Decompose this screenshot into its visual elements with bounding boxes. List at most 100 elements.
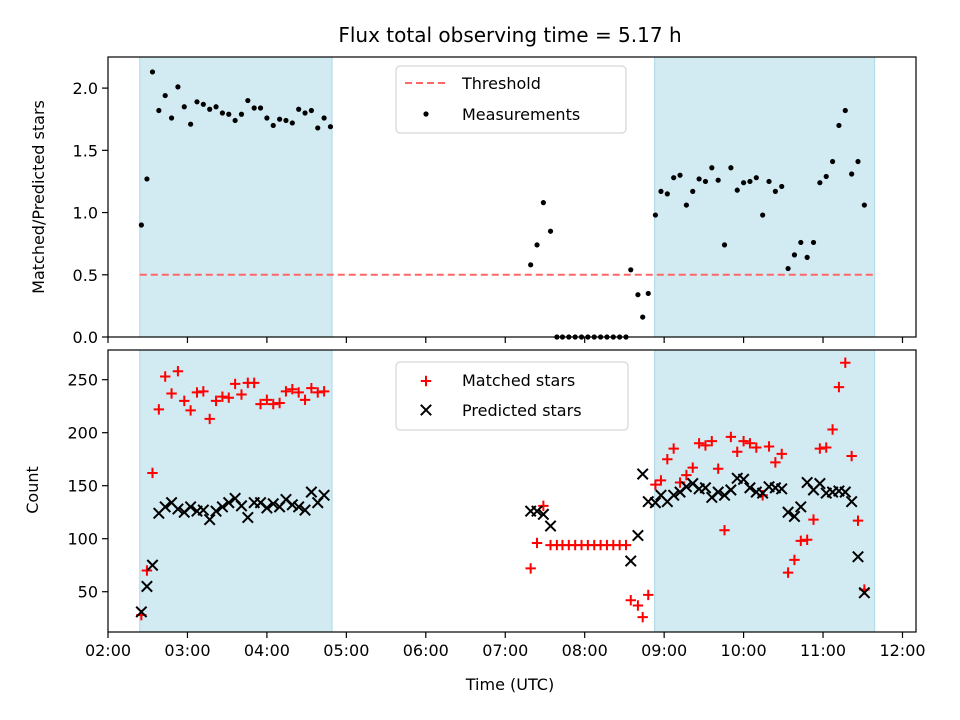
legend-matched-label: Matched stars — [462, 371, 575, 390]
measurement-point — [690, 188, 696, 194]
predicted-star-point — [636, 468, 649, 480]
measurement-point — [245, 97, 251, 104]
predicted-star-point — [632, 529, 644, 542]
predicted-star-point — [135, 605, 148, 618]
matched-star-point — [229, 378, 241, 390]
matched-star-point — [299, 394, 311, 406]
measurement-point — [734, 187, 740, 193]
matched-star-point — [712, 463, 724, 474]
predicted-star-point — [222, 496, 235, 509]
predicted-star-point — [813, 477, 826, 490]
measurement-point — [283, 117, 289, 124]
measurement-point — [823, 173, 829, 180]
measurement-point — [836, 122, 842, 129]
y-tick-label: 1.0 — [73, 204, 98, 223]
measurement-point — [257, 105, 264, 111]
matched-star-point — [763, 441, 775, 452]
matched-star-point — [204, 413, 215, 425]
matched-star-point — [210, 395, 222, 407]
predicted-star-point — [680, 480, 693, 493]
matched-star-point — [668, 443, 679, 454]
count-x-ticks: 02:00 03:00 04:00 05:00 06:00 07:00 08:00 09:00… — [85, 632, 926, 660]
measurement-point — [709, 165, 715, 171]
measurement-point — [715, 177, 721, 183]
predicted-star-point — [845, 495, 858, 508]
ratio-panel: 0.00.51.01.52.0 Matched/Predicted stars … — [29, 56, 917, 347]
measurement-point — [238, 111, 245, 117]
measurement-point — [207, 106, 213, 112]
matched-star-point — [531, 537, 543, 549]
matched-star-point — [732, 446, 743, 457]
legend-measurements-swatch — [423, 111, 429, 117]
matched-star-point — [808, 514, 819, 525]
legend-matched-swatch — [420, 375, 432, 387]
predicted-star-point — [775, 482, 788, 495]
measurement-point — [144, 176, 150, 182]
predicted-star-point — [305, 486, 318, 498]
matched-star-point — [650, 479, 661, 490]
observing-window-shading — [139, 56, 876, 338]
predicted-star-point — [292, 500, 305, 513]
predicted-star-point — [794, 500, 807, 513]
y-tick-label: 150 — [67, 477, 98, 496]
matched-star-point — [160, 371, 171, 382]
matched-star-point — [166, 388, 177, 399]
matched-star-point — [185, 405, 196, 416]
measurement-point — [315, 125, 321, 131]
predicted-star-point — [858, 586, 871, 599]
matched-star-point — [255, 398, 266, 410]
measurement-point — [277, 116, 283, 122]
y-tick-label: 250 — [67, 371, 98, 390]
predicted-star-point — [318, 489, 331, 502]
y-tick-label: 0.5 — [73, 266, 98, 285]
measurement-point — [779, 183, 785, 190]
matched-star-point — [751, 442, 762, 453]
predicted-star-point — [210, 505, 222, 518]
measurement-point — [270, 122, 276, 129]
matched-star-point — [687, 462, 698, 473]
measurement-point — [156, 107, 162, 114]
measurement-point — [175, 84, 181, 90]
measurement-point — [658, 188, 664, 194]
predicted-star-point — [839, 486, 852, 498]
predicted-star-point — [649, 496, 662, 509]
count-y-axis-label: Count — [23, 466, 42, 514]
matched-star-point — [827, 424, 838, 435]
measurement-point — [308, 107, 314, 114]
measurement-point — [664, 191, 670, 197]
predicted-star-point — [216, 500, 229, 513]
measurement-point — [683, 202, 689, 208]
matched-star-point — [217, 391, 228, 402]
y-tick-label: 200 — [67, 424, 98, 443]
x-tick-label: 02:00 — [85, 641, 131, 660]
predicted-star-point — [184, 500, 197, 513]
measurement-point — [321, 115, 327, 121]
count-y-ticks: 50 100 150 200 250 — [67, 371, 108, 602]
measurement-point — [219, 110, 226, 116]
predicted-star-point — [172, 503, 184, 515]
predicted-star-point — [141, 580, 153, 593]
measurement-point — [696, 176, 702, 182]
predicted-star-point — [744, 481, 756, 494]
measurement-point — [635, 292, 641, 298]
matched-star-point — [147, 467, 158, 479]
x-tick-label: 09:00 — [641, 641, 687, 660]
matched-star-point — [198, 386, 209, 397]
measurement-point — [251, 105, 257, 111]
matched-star-point — [261, 394, 273, 406]
predicted-star-point — [267, 497, 280, 510]
legend-predicted-label: Predicted stars — [462, 401, 582, 420]
x-tick-label: 08:00 — [562, 641, 608, 660]
predicted-star-point — [286, 498, 299, 511]
matched-star-point — [655, 475, 667, 486]
predicted-star-point — [537, 508, 550, 521]
matched-star-point — [719, 525, 730, 536]
ratio-legend: Threshold Measurements — [395, 65, 627, 134]
shaded-range — [654, 56, 876, 338]
matched-star-point — [738, 435, 749, 447]
matched-star-point — [700, 440, 711, 451]
measurement-point — [188, 121, 194, 127]
legend-threshold-label: Threshold — [461, 74, 541, 93]
ratio-x-ticks — [107, 337, 904, 343]
